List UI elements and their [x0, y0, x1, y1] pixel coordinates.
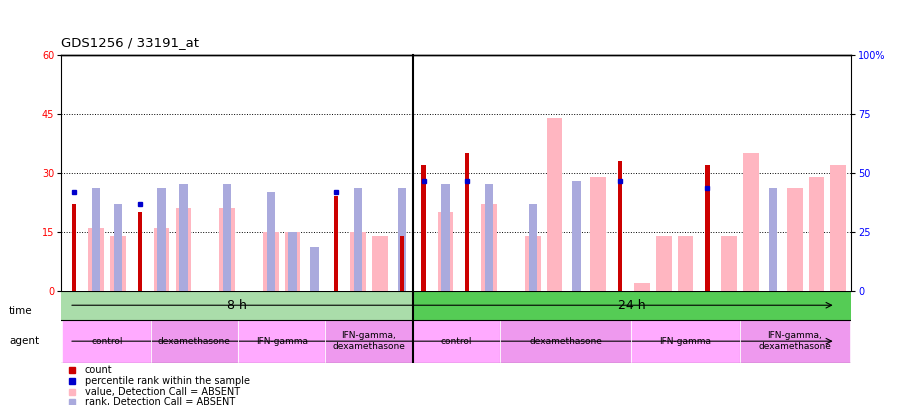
- Text: control: control: [440, 337, 472, 346]
- Bar: [61, 291, 412, 320]
- Bar: [158, 188, 166, 291]
- Bar: [372, 236, 388, 291]
- Bar: [787, 188, 803, 291]
- Bar: [72, 204, 76, 291]
- Text: rank, Detection Call = ABSENT: rank, Detection Call = ABSENT: [85, 397, 235, 405]
- Bar: [465, 153, 470, 291]
- Bar: [678, 236, 693, 291]
- Bar: [437, 212, 454, 291]
- Bar: [546, 117, 562, 291]
- Bar: [631, 320, 740, 362]
- Bar: [421, 165, 426, 291]
- Text: percentile rank within the sample: percentile rank within the sample: [85, 376, 250, 386]
- Bar: [88, 228, 104, 291]
- Bar: [176, 208, 192, 291]
- Text: 24 h: 24 h: [618, 299, 646, 312]
- Bar: [441, 184, 449, 291]
- Bar: [220, 208, 235, 291]
- Bar: [412, 291, 851, 320]
- Text: IFN-gamma: IFN-gamma: [256, 337, 308, 346]
- Bar: [138, 212, 142, 291]
- Bar: [110, 236, 126, 291]
- Bar: [634, 283, 650, 291]
- Bar: [113, 204, 122, 291]
- Text: time: time: [9, 306, 32, 316]
- Bar: [179, 184, 187, 291]
- Bar: [525, 236, 541, 291]
- Bar: [263, 232, 279, 291]
- Text: control: control: [91, 337, 122, 346]
- Bar: [656, 236, 671, 291]
- Text: GDS1256 / 33191_at: GDS1256 / 33191_at: [61, 36, 199, 49]
- Bar: [808, 177, 824, 291]
- Bar: [63, 320, 150, 362]
- Bar: [288, 232, 297, 291]
- Text: value, Detection Call = ABSENT: value, Detection Call = ABSENT: [85, 387, 240, 396]
- Bar: [154, 228, 169, 291]
- Bar: [223, 184, 231, 291]
- Text: dexamethasone: dexamethasone: [529, 337, 602, 346]
- Bar: [831, 165, 846, 291]
- Bar: [400, 236, 404, 291]
- Bar: [740, 320, 850, 362]
- Bar: [310, 247, 319, 291]
- Bar: [334, 196, 338, 291]
- Bar: [350, 232, 366, 291]
- Bar: [412, 320, 500, 362]
- Text: 8 h: 8 h: [227, 299, 247, 312]
- Text: IFN-gamma,
dexamethasone: IFN-gamma, dexamethasone: [758, 331, 831, 351]
- Text: IFN-gamma: IFN-gamma: [660, 337, 712, 346]
- Text: agent: agent: [9, 337, 39, 346]
- Text: count: count: [85, 365, 112, 375]
- Text: dexamethasone: dexamethasone: [158, 337, 230, 346]
- Bar: [528, 204, 536, 291]
- Text: IFN-gamma,
dexamethasone: IFN-gamma, dexamethasone: [332, 331, 405, 351]
- Bar: [150, 320, 238, 362]
- Bar: [721, 236, 737, 291]
- Bar: [266, 192, 274, 291]
- Bar: [354, 188, 362, 291]
- Bar: [398, 188, 406, 291]
- Bar: [769, 188, 777, 291]
- Bar: [572, 181, 580, 291]
- Bar: [617, 161, 622, 291]
- Bar: [92, 188, 100, 291]
- Bar: [325, 320, 412, 362]
- Bar: [743, 153, 759, 291]
- Bar: [500, 320, 631, 362]
- Bar: [284, 232, 301, 291]
- Bar: [482, 204, 497, 291]
- Bar: [238, 320, 325, 362]
- Bar: [705, 165, 709, 291]
- Bar: [485, 184, 493, 291]
- Bar: [590, 177, 606, 291]
